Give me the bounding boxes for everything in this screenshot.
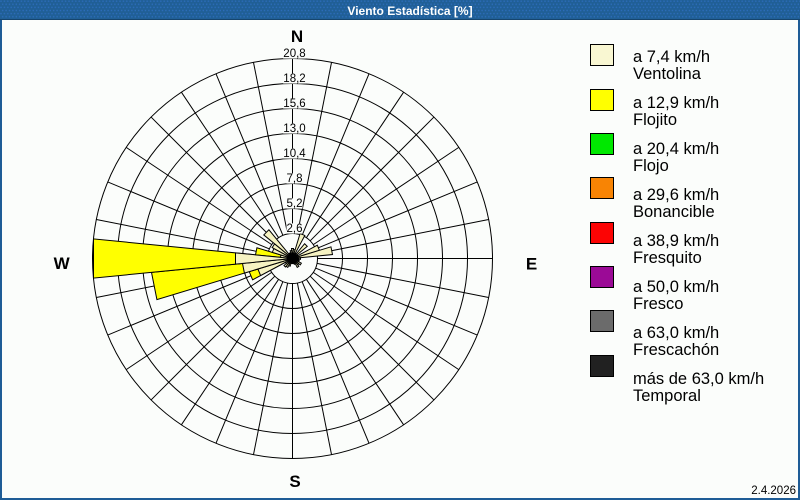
svg-text:5,2: 5,2: [287, 198, 303, 210]
svg-text:20,8: 20,8: [283, 48, 305, 60]
svg-text:W: W: [54, 254, 71, 273]
svg-text:7,8: 7,8: [287, 173, 303, 185]
svg-text:S: S: [289, 472, 300, 491]
svg-text:18,2: 18,2: [283, 73, 305, 85]
svg-text:10,4: 10,4: [283, 148, 306, 160]
svg-text:13,0: 13,0: [283, 123, 305, 135]
svg-text:N: N: [291, 27, 303, 46]
svg-text:2,6: 2,6: [287, 223, 303, 235]
svg-text:E: E: [526, 255, 537, 274]
svg-text:15,6: 15,6: [283, 98, 305, 110]
